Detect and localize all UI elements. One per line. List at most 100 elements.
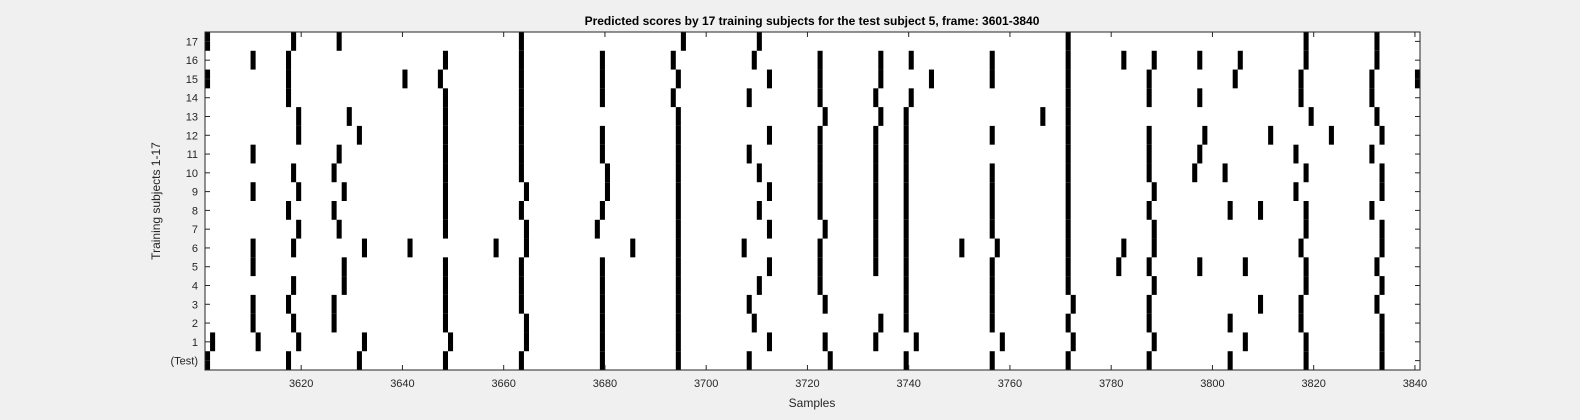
event-mark [336, 144, 342, 164]
event-mark [518, 294, 524, 314]
event-mark [1369, 69, 1375, 89]
x-tick-label: 3820 [1301, 378, 1325, 390]
y-tick-label: 10 [186, 168, 198, 180]
event-mark [448, 332, 454, 352]
event-mark [822, 294, 828, 314]
event-mark [913, 332, 919, 352]
event-mark [1192, 163, 1198, 183]
x-axis-ticks: 3620 3640 3660 3680 3700 3720 3740 3760 3780 3800… [289, 32, 1427, 390]
event-mark [1065, 107, 1071, 126]
event-mark [873, 332, 879, 352]
event-mark [331, 201, 337, 220]
event-mark [1293, 144, 1299, 164]
event-mark [675, 276, 681, 295]
event-mark [523, 182, 529, 201]
event-mark [903, 351, 909, 370]
x-tick-label: 3800 [1200, 378, 1224, 390]
event-mark [291, 32, 297, 51]
event-mark [1065, 219, 1071, 239]
x-tick-label: 3700 [694, 378, 718, 390]
event-mark [518, 163, 524, 183]
event-mark [442, 88, 448, 108]
event-mark [1151, 182, 1157, 201]
event-mark [1065, 276, 1071, 295]
event-mark [1303, 332, 1309, 352]
event-mark [1151, 332, 1157, 352]
event-mark [756, 276, 762, 295]
event-mark [1379, 238, 1385, 258]
event-mark [1197, 257, 1203, 277]
event-mark [1369, 88, 1375, 108]
event-mark [599, 125, 605, 145]
event-mark [518, 32, 524, 51]
event-mark [291, 163, 297, 183]
event-mark [599, 351, 605, 370]
event-mark [1369, 144, 1375, 164]
event-mark [1227, 351, 1233, 370]
event-mark [518, 144, 524, 164]
event-mark [1303, 219, 1309, 239]
y-tick-label: 6 [192, 243, 198, 255]
event-mark [903, 238, 909, 258]
event-mark [675, 107, 681, 126]
event-mark [751, 50, 757, 70]
event-mark [250, 144, 256, 164]
event-mark [250, 50, 256, 70]
event-mark [675, 294, 681, 314]
event-mark [1308, 107, 1314, 126]
event-mark [1298, 294, 1304, 314]
event-mark [817, 163, 823, 183]
y-tick-label: 8 [192, 205, 198, 217]
event-mark [1146, 88, 1152, 108]
event-mark [1065, 144, 1071, 164]
event-mark [1303, 163, 1309, 183]
x-tick-label: 3620 [289, 378, 313, 390]
event-mark [1374, 294, 1380, 314]
event-mark [675, 257, 681, 277]
event-mark [286, 50, 292, 70]
event-mark [1237, 50, 1243, 70]
event-mark [331, 313, 337, 333]
event-mark [341, 276, 347, 295]
y-tick-label: 9 [192, 187, 198, 199]
event-mark [361, 238, 367, 258]
event-mark [518, 276, 524, 295]
event-mark [766, 125, 772, 145]
event-mark [1303, 276, 1309, 295]
event-mark [903, 163, 909, 183]
event-mark [594, 219, 600, 239]
event-mark [1379, 163, 1385, 183]
x-tick-label: 3840 [1403, 378, 1427, 390]
event-mark [1146, 69, 1152, 89]
event-mark [766, 257, 772, 277]
event-mark [356, 351, 362, 370]
event-mark [1268, 125, 1274, 145]
event-mark [523, 219, 529, 239]
event-mark [1065, 50, 1071, 70]
event-mark [766, 69, 772, 89]
event-mark [286, 69, 292, 89]
event-mark [873, 201, 879, 220]
event-mark [675, 332, 681, 352]
event-mark [286, 294, 292, 314]
event-mark [1374, 32, 1380, 51]
x-tick-label: 3740 [896, 378, 920, 390]
event-mark [1065, 125, 1071, 145]
event-mark [989, 257, 995, 277]
event-mark [1065, 238, 1071, 258]
event-mark [928, 69, 934, 89]
event-mark [989, 50, 995, 70]
event-mark [746, 144, 752, 164]
event-mark [402, 69, 408, 89]
event-mark [1146, 257, 1152, 277]
event-mark [675, 201, 681, 220]
event-mark [908, 88, 914, 108]
event-mark [1121, 50, 1127, 70]
y-tick-label: 1 [192, 337, 198, 349]
event-mark [437, 69, 443, 89]
event-mark [1151, 219, 1157, 239]
event-mark [817, 201, 823, 220]
event-mark [599, 257, 605, 277]
event-mark [989, 313, 995, 333]
